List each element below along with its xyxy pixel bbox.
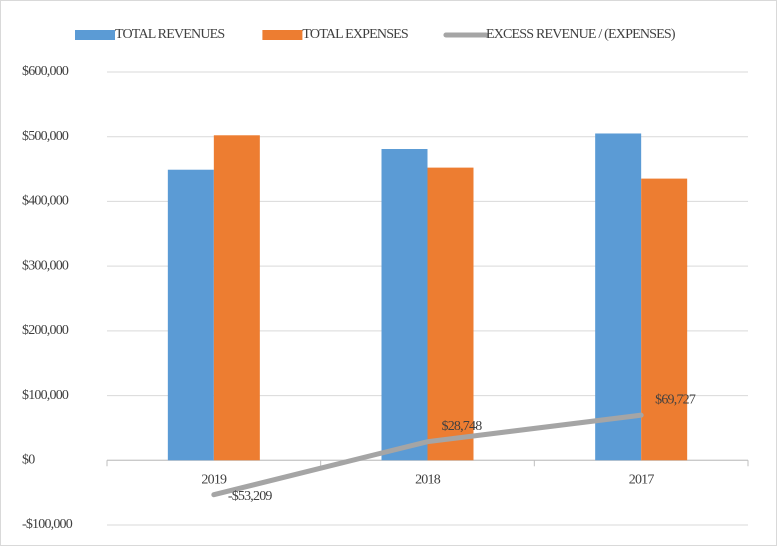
- legend-label: EXCESS REVENUE / (EXPENSES): [486, 27, 676, 42]
- data-label: $28,748: [442, 419, 483, 434]
- y-tick-label: $0: [22, 453, 35, 468]
- y-tick-label: $200,000: [22, 323, 69, 338]
- bar: [641, 178, 688, 461]
- bar: [427, 167, 474, 461]
- y-tick-label: -$100,000: [22, 517, 73, 532]
- x-tick-label: 2018: [415, 473, 441, 488]
- y-tick-label: $300,000: [22, 258, 69, 273]
- y-tick-label: $400,000: [22, 194, 69, 209]
- legend-label: TOTAL EXPENSES: [302, 27, 408, 42]
- bar: [213, 135, 260, 461]
- data-label: $69,727: [655, 392, 696, 407]
- legend-label: TOTAL REVENUES: [115, 27, 224, 42]
- legend-swatch: [262, 30, 303, 40]
- x-tick-label: 2017: [629, 473, 655, 488]
- x-tick-label: 2019: [201, 473, 227, 488]
- y-tick-label: $600,000: [22, 64, 69, 79]
- line: [211, 412, 644, 498]
- bar: [595, 133, 642, 461]
- data-label: -$53,209: [228, 489, 273, 504]
- bar: [167, 169, 214, 461]
- y-tick-label: $100,000: [22, 388, 69, 403]
- bar: [381, 149, 428, 461]
- y-tick-label: $500,000: [22, 129, 69, 144]
- legend-swatch: [75, 30, 115, 40]
